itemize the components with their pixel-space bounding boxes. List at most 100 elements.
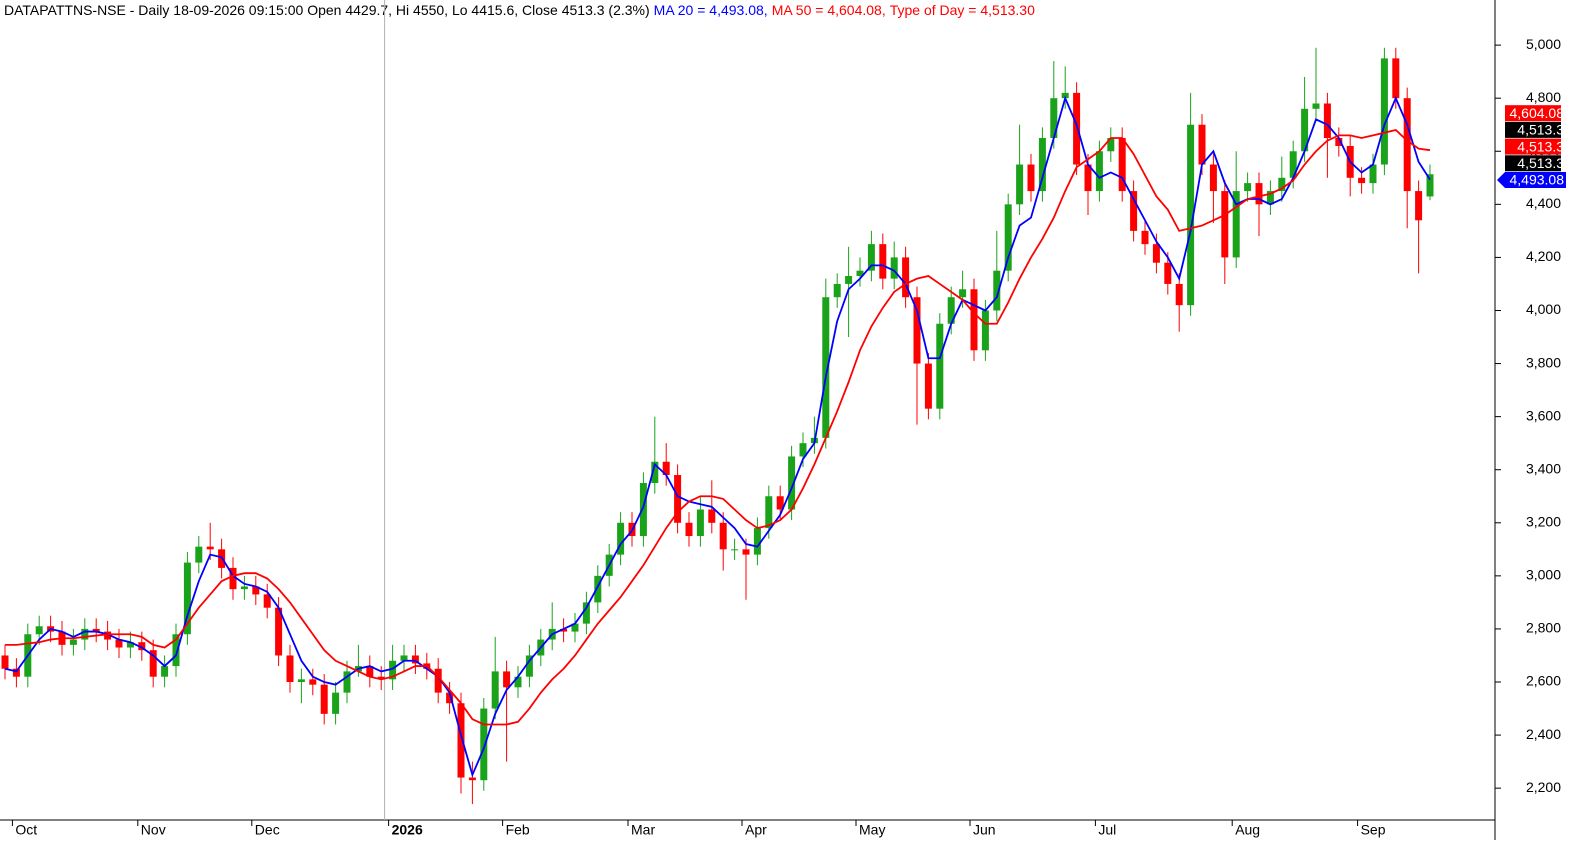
candle-body <box>753 528 761 555</box>
candle-body <box>457 703 465 778</box>
candle-body <box>252 586 260 595</box>
x-tick-label: Feb <box>506 822 530 838</box>
price-tag <box>1505 121 1561 138</box>
x-tick-label: Aug <box>1235 822 1260 838</box>
candle-body <box>560 628 568 632</box>
price-tag <box>1505 138 1561 155</box>
candle-body <box>1095 151 1103 192</box>
candle-body <box>959 289 967 298</box>
candle-body <box>1004 204 1012 271</box>
candle-body <box>1107 137 1115 152</box>
candle-body <box>400 655 408 661</box>
candle-body <box>1232 191 1240 258</box>
y-tick-label: 3,400 <box>1526 460 1561 476</box>
candle-body <box>434 668 442 693</box>
candle-body <box>799 443 807 457</box>
candle-body <box>195 546 203 563</box>
candle-body <box>867 244 875 271</box>
candle-body <box>1415 191 1423 221</box>
candle-body <box>902 257 910 298</box>
candle-body <box>183 562 191 635</box>
candle-body <box>708 509 716 523</box>
candle-body <box>1266 191 1274 205</box>
candle-body <box>503 671 511 688</box>
candle-body <box>1084 164 1092 192</box>
candle-body <box>1380 58 1388 165</box>
candle-body <box>617 522 625 555</box>
x-tick-label: Jun <box>973 822 996 838</box>
candle-body <box>1221 191 1229 258</box>
x-tick-label: Jul <box>1098 822 1116 838</box>
candle-body <box>1278 177 1286 192</box>
candle-body <box>263 594 271 608</box>
candle-body <box>411 655 419 664</box>
candle-body <box>297 679 305 683</box>
y-tick-label: 4,400 <box>1526 195 1561 211</box>
candle-body <box>275 607 283 656</box>
candle-body <box>1073 92 1081 165</box>
y-tick-label: 2,600 <box>1526 673 1561 689</box>
candle-body <box>1038 137 1046 192</box>
candle-body <box>320 684 328 714</box>
candle-body <box>1027 164 1035 192</box>
candle-body <box>446 692 454 704</box>
candle-body <box>309 679 317 685</box>
candle-body <box>582 602 590 624</box>
candle-body <box>35 626 43 635</box>
candle-body <box>1289 151 1297 178</box>
y-tick-label: 4,200 <box>1526 248 1561 264</box>
title-part: Type of Day = 4,513.30 <box>890 2 1035 18</box>
candle-body <box>172 634 180 667</box>
candle-body <box>1312 103 1320 109</box>
candle-body <box>366 666 374 677</box>
candle-body <box>1392 58 1400 99</box>
y-tick-label: 5,000 <box>1526 36 1561 52</box>
candle-body <box>936 323 944 409</box>
candle-body <box>970 289 978 351</box>
candle-body <box>377 676 385 680</box>
candle-body <box>674 475 682 523</box>
candle-body <box>206 546 214 550</box>
candle-body <box>104 631 112 640</box>
price-tag-label: 4,604.08 <box>1510 105 1565 121</box>
candle-body <box>1403 98 1411 192</box>
candle-body <box>1323 103 1331 138</box>
candle-body <box>662 461 670 476</box>
candle-body <box>81 628 89 640</box>
candle-body <box>845 275 853 284</box>
candle-body <box>856 270 864 276</box>
candle-body <box>1198 124 1206 165</box>
candle-body <box>525 655 533 677</box>
candle-body <box>1141 230 1149 245</box>
price-tag-label: 4,513.3 <box>1517 138 1564 154</box>
candle-body <box>1301 108 1309 152</box>
chart-title: DATAPATTNS-NSE - Daily 18-09-2026 09:15:… <box>4 2 1035 18</box>
candle-body <box>651 461 659 483</box>
ma-line <box>5 129 1431 726</box>
price-tag <box>1505 105 1561 122</box>
price-tag-label: 4,513.3 <box>1517 122 1564 138</box>
candle-body <box>1016 164 1024 205</box>
candle-body <box>879 244 887 279</box>
candle-body <box>833 283 841 298</box>
y-tick-label: 2,400 <box>1526 726 1561 742</box>
candle-body <box>92 628 100 632</box>
candle-body <box>1175 283 1183 306</box>
title-part: MA 20 = 4,493.08, <box>654 2 768 18</box>
candle-body <box>126 642 134 648</box>
candle-body <box>12 668 20 677</box>
x-tick-label: 2026 <box>392 822 423 838</box>
candle-body <box>696 509 704 537</box>
candle-body <box>480 708 488 781</box>
x-tick-label: Oct <box>15 822 37 838</box>
x-tick-label: Sep <box>1361 822 1386 838</box>
candle-body <box>571 623 579 632</box>
price-tag-label: 4,493.08 <box>1510 172 1565 188</box>
candle-body <box>1335 137 1343 146</box>
price-tag-label: 4,513.3 <box>1517 155 1564 171</box>
price-tag <box>1505 155 1561 172</box>
candle-body <box>69 639 77 645</box>
title-part: DATAPATTNS-NSE - Daily 18-09-2026 09:15:… <box>4 2 650 18</box>
